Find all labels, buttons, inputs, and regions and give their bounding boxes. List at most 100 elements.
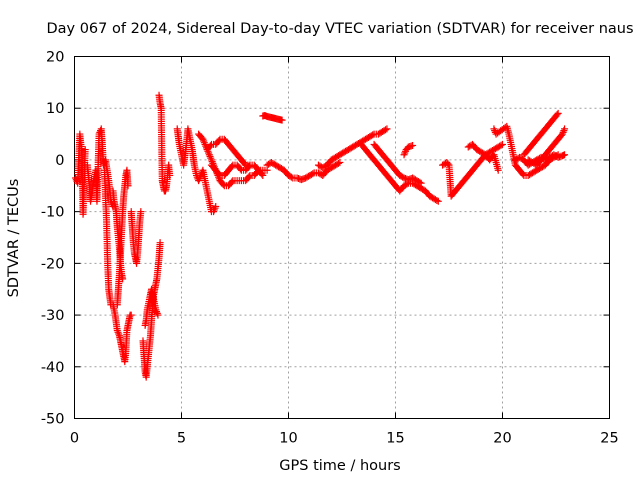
x-tick-label: 0 [70,431,79,447]
y-tick-label: -30 [41,308,65,324]
data-point [560,127,568,135]
y-tick-label: -50 [41,412,65,428]
data-point [200,139,208,147]
data-point [499,140,506,148]
data-point [382,126,390,134]
data-point [137,208,145,216]
data-point [212,202,220,210]
series-track-f [127,208,145,267]
data-point [72,176,80,184]
data-point [228,162,236,170]
data-point [236,165,244,173]
data-point [211,204,219,212]
series-track-c [100,166,135,366]
data-point [210,208,218,216]
data-point [199,135,207,143]
data-point [434,197,442,205]
data-point [153,309,161,317]
y-tick-label: -20 [41,256,65,272]
data-point [287,173,295,181]
series-track-j [173,125,220,216]
data-point [497,141,505,149]
data-point [258,170,266,178]
series-track-p [314,125,391,172]
y-tick-label: 10 [46,101,64,117]
y-tick-label: -40 [41,360,65,376]
y-tick-label: -10 [41,205,65,221]
y-axis-label: SDTVAR / TECUs [6,179,22,298]
data-points [72,91,569,381]
data-point [152,306,160,314]
y-tick-label: 20 [46,50,64,66]
series-track-y [511,151,569,169]
plot-frame [74,56,610,419]
data-point [334,159,342,167]
data-point [201,140,209,148]
x-tick-label: 25 [600,431,618,447]
series-track-a [72,130,89,218]
data-point [156,239,164,247]
data-point [113,327,121,335]
data-point [401,149,409,157]
data-point [490,125,498,133]
data-point [278,116,286,124]
series-track-b [83,125,117,210]
data-point [259,171,267,179]
data-point [245,173,253,181]
series-track-e [109,187,127,283]
data-point [206,152,214,160]
data-point [81,146,89,154]
data-point [561,125,569,133]
series-track-m [207,161,267,179]
data-point [196,173,204,181]
y-tick-label: 0 [55,153,64,169]
data-point [409,141,417,149]
data-point [433,196,441,204]
data-point [336,159,344,167]
data-point [166,171,174,179]
series-track-h [141,285,162,329]
data-point [195,177,203,185]
series-track-l [203,135,254,169]
data-point [494,166,502,174]
x-tick-label: 10 [279,431,297,447]
data-point [245,162,253,170]
data-point [241,160,249,168]
series-track-n [259,111,286,124]
data-point [519,170,527,178]
data-point [561,151,569,159]
data-point [416,178,424,186]
data-point [207,154,215,162]
data-point [215,170,223,178]
data-point [114,328,122,336]
series-track-r [370,140,425,187]
data-point [127,311,135,319]
data-point [383,125,391,133]
data-point [309,170,317,178]
chart-title: Day 067 of 2024, Sidereal Day-to-day VTE… [46,21,633,37]
axis-ticks: 0 5 10 15 20 25 20 10 0 -10 -20 -30 -40 -50 [41,50,619,447]
data-point [119,275,127,283]
data-point [124,182,132,190]
data-point [153,308,161,316]
data-point [558,130,566,138]
grid [74,56,610,419]
data-point [154,311,162,319]
x-tick-label: 5 [177,431,186,447]
series-track-u [464,140,506,159]
data-point [200,137,208,145]
x-tick-label: 15 [386,431,404,447]
data-point [400,151,408,159]
data-point [206,142,214,150]
data-point [215,137,223,145]
data-point [115,330,123,338]
data-point [553,111,561,119]
data-point [554,109,562,117]
data-point [417,179,425,187]
data-point [369,131,377,139]
data-point [219,180,227,188]
data-point [228,178,236,186]
data-point [205,151,213,159]
